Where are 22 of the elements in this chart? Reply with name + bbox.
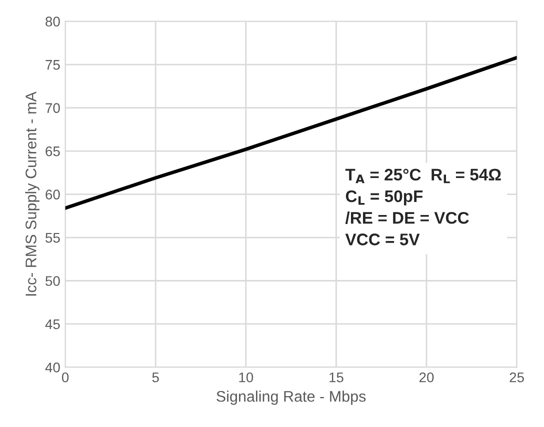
x-tick-label: 5 — [152, 372, 159, 382]
y-tick-label: 70 — [46, 103, 60, 113]
y-tick-label: 50 — [46, 276, 60, 286]
x-tick-label: 10 — [239, 372, 254, 382]
x-tick-label: 15 — [330, 372, 344, 382]
y-tick-label: 60 — [46, 190, 60, 200]
annotation: VCC = 5V — [345, 234, 420, 246]
y-axis-title: Icc- RMS Supply Current - mA — [25, 92, 40, 296]
y-tick-label: 55 — [46, 232, 60, 243]
line-series — [65, 56, 517, 210]
y-tick-label: 65 — [46, 146, 60, 156]
y-tick-label: 45 — [45, 319, 60, 330]
y-tick-label: 40 — [45, 362, 60, 372]
x-tick-label: 0 — [62, 372, 69, 382]
y-tick-label: 75 — [46, 60, 60, 70]
annotation: /RE = DE = VCC — [345, 212, 469, 224]
x-axis-title: Signaling Rate - Mbps — [216, 390, 366, 405]
annotation: C$_{L}$ = 50pF — [346, 190, 423, 206]
y-tick-label: 80 — [46, 16, 60, 27]
x-tick-label: 20 — [419, 372, 434, 382]
annotation: T$_{A}$ = 25°C R$_{L}$ = 54Ω — [345, 168, 501, 184]
x-tick-label: 25 — [510, 372, 524, 382]
